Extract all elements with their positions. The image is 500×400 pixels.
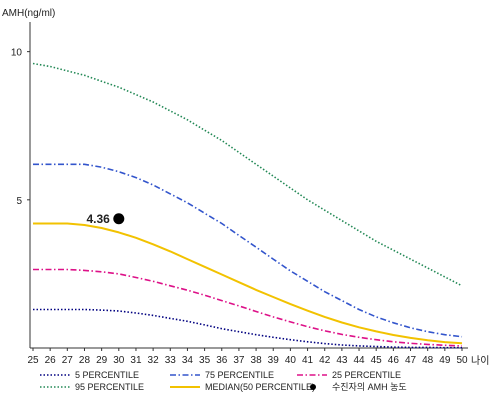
x-tick-label: 45 [371,355,383,366]
patient-point-label: 4.36 [86,212,110,226]
x-tick-label: 30 [113,355,125,366]
x-tick-label: 47 [405,355,417,366]
x-tick-label: 25 [27,355,39,366]
x-tick-label: 50 [456,355,468,366]
x-axis-title: 나이 [471,355,489,367]
x-tick-label: 48 [422,355,434,366]
x-tick-label: 29 [96,355,108,366]
x-tick-label: 37 [233,355,245,366]
x-tick-label: 32 [148,355,160,366]
x-tick-label: 40 [285,355,297,366]
x-tick-label: 43 [336,355,348,366]
x-tick-label: 33 [165,355,177,366]
y-axis-title: AMH(ng/ml) [2,8,55,19]
legend-label: 5 PERCENTILE [75,370,139,380]
series-line-1 [33,163,463,338]
x-tick-label: 28 [79,355,91,366]
x-tick-label: 27 [62,355,74,366]
x-tick-label: 44 [353,355,365,366]
series-line-3 [32,62,463,287]
y-tick-label: 10 [11,48,23,59]
patient-point [113,213,125,225]
x-tick-label: 41 [302,355,314,366]
x-tick-label: 49 [439,355,451,366]
x-tick-label: 46 [388,355,400,366]
legend-label: 25 PERCENTILE [332,370,401,380]
legend-label: 75 PERCENTILE [205,370,274,380]
legend-label: 95 PERCENTILE [75,382,144,392]
series-line-2 [33,268,463,347]
x-tick-label: 42 [319,355,331,366]
x-tick-label: 34 [182,355,194,366]
series-line-4 [33,222,463,345]
x-tick-label: 39 [268,355,280,366]
series-line-0 [33,308,462,349]
legend-dot [310,384,316,390]
x-tick-label: 36 [216,355,228,366]
y-tick-label: 5 [16,196,22,207]
x-tick-label: 35 [199,355,211,366]
legend-label: 수진자의 AMH 농도 [332,382,407,392]
legend-label: MEDIAN(50 PERCENTILE) [205,382,315,392]
x-tick-label: 26 [45,355,57,366]
x-tick-label: 38 [251,355,263,366]
x-tick-label: 31 [130,355,142,366]
